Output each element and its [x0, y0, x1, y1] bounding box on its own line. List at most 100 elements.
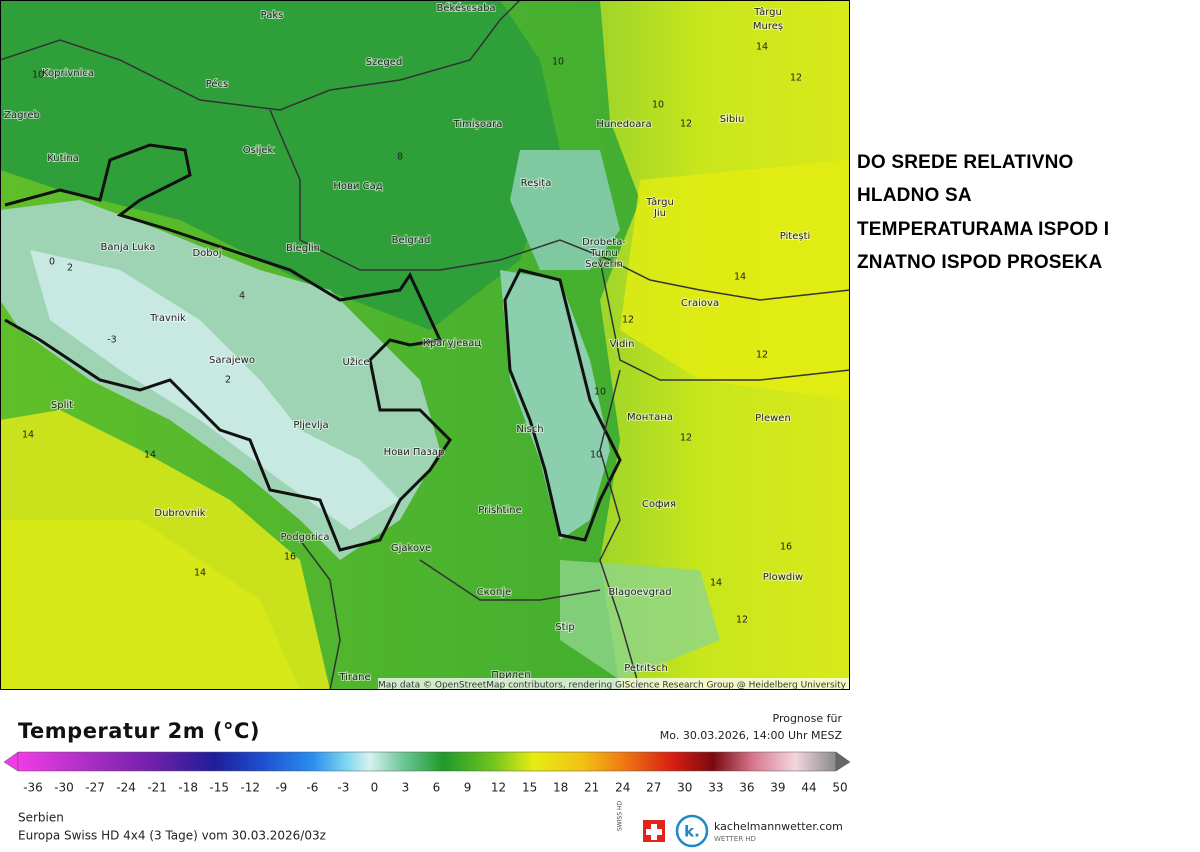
city-label: Užice	[343, 356, 370, 368]
kachelmann-url: kachelmannwetter.com	[714, 820, 843, 833]
city-label: Gjakove	[391, 543, 431, 554]
city-label: Blagoevgrad	[608, 587, 671, 598]
forecast-label: Prognose für	[773, 712, 843, 725]
mountain-region	[30, 250, 400, 530]
colorbar	[17, 751, 837, 772]
colorbar-tick-label: -3	[337, 781, 349, 795]
colorbar-tick-label: -24	[116, 781, 136, 795]
kachelmann-sub: WETTER HD	[714, 835, 756, 843]
headline-line: HLADNO SA	[857, 185, 972, 206]
city-label: Split	[51, 400, 73, 411]
country-border	[0, 0, 850, 690]
city-label: Монтана	[627, 412, 673, 423]
contour-label: 2	[225, 375, 231, 386]
city-label: Bieglin	[286, 243, 320, 254]
city-label: Târgu	[645, 196, 674, 208]
city-label: Koprivnica	[42, 68, 94, 79]
colorbar-tick-label: -36	[23, 781, 43, 795]
colorbar-tick-label: 21	[584, 781, 599, 795]
attribution: Map data © OpenStreetMap contributors, r…	[378, 681, 847, 691]
city-label: Нови Пазар	[384, 447, 445, 458]
city-label: Vidin	[610, 339, 635, 350]
colorbar-tick-label: 39	[770, 781, 785, 795]
city-label: Banja Luka	[101, 242, 156, 253]
city-label: Nisch	[516, 424, 543, 435]
colorbar-tick-label: 0	[371, 781, 379, 795]
contour-label: 0	[49, 257, 55, 268]
city-label: Sarajewo	[209, 355, 255, 366]
contour-label: 12	[736, 615, 748, 626]
contour-label: 14	[756, 42, 768, 53]
city-label: Petritsch	[624, 663, 668, 674]
headline-line: ZNATNO ISPOD PROSEKA	[857, 252, 1103, 273]
contour-label: 12	[756, 350, 768, 361]
contour-label: 10	[552, 57, 564, 68]
plain-region	[0, 0, 560, 330]
contour-label: 14	[144, 450, 156, 461]
colorbar-tick-label: -6	[306, 781, 318, 795]
city-label: Craiova	[681, 298, 719, 309]
contour-label: 16	[284, 552, 296, 563]
colorbar-tick-label: 33	[708, 781, 723, 795]
contour-label: 2	[67, 263, 73, 274]
city-label: Dubrovnik	[154, 508, 205, 519]
mountain-region	[500, 270, 610, 540]
colorbar-arrow	[835, 751, 850, 772]
swiss-hd-text: SWISS HD	[617, 800, 624, 831]
city-label: Hunedoara	[596, 119, 651, 130]
colorbar-tick-label: -15	[209, 781, 229, 795]
city-label: Belgrad	[392, 235, 431, 246]
city-label: Нови Сад	[333, 181, 382, 192]
colorbar-tick-label: 3	[402, 781, 410, 795]
city-label: Zagreb	[4, 110, 40, 121]
warm-region	[620, 160, 850, 400]
colorbar-tick-label: 9	[464, 781, 472, 795]
city-label: Скопје	[477, 586, 512, 598]
colorbar-tick-label: 30	[677, 781, 692, 795]
city-label: Doboj	[192, 248, 221, 259]
forecast-time: Mo. 30.03.2026, 14:00 Uhr MESZ	[660, 729, 843, 742]
city-label: София	[642, 499, 676, 510]
model-info: Europa Swiss HD 4x4 (3 Tage) vom 30.03.2…	[18, 829, 326, 843]
city-label: Pljevlja	[293, 420, 328, 431]
headline-line: TEMPERATURAMA ISPOD I	[857, 219, 1110, 240]
colorbar-tick-label: 50	[832, 781, 847, 795]
city-label: Prishtine	[478, 505, 521, 516]
colorbar-tick-label: 12	[491, 781, 506, 795]
city-label: Reșița	[521, 178, 552, 189]
colorbar-tick-label: 44	[801, 781, 816, 795]
colorbar-tick-label: -12	[240, 781, 260, 795]
city-label: Pitești	[780, 231, 811, 242]
city-label: Plowdiw	[763, 572, 803, 583]
city-label: Plewen	[755, 413, 791, 424]
map: Paks Békéscsaba Târgu Mureș Koprivnica Pécs Sz…	[0, 0, 850, 690]
city-label: Turnu	[589, 248, 618, 259]
city-label: Stip	[555, 622, 574, 633]
contour-label: 16	[780, 542, 792, 553]
mountain-region	[510, 150, 620, 270]
city-label: Крагујевац	[423, 337, 482, 349]
contour-label: 10	[590, 450, 602, 461]
contour-label: 10	[32, 70, 44, 81]
colorbar-tick-label: 36	[739, 781, 754, 795]
contour-label: 8	[397, 152, 403, 163]
colorbar-tick-label: -27	[85, 781, 105, 795]
sea-region	[0, 520, 300, 690]
contour-label: 10	[594, 387, 606, 398]
contour-label: 12	[680, 433, 692, 444]
colorbar-tick-label: 24	[615, 781, 630, 795]
contour-label: 14	[194, 568, 206, 579]
colorbar-tick-label: -30	[54, 781, 74, 795]
contour-label: 12	[622, 315, 634, 326]
city-label: Sibiu	[720, 114, 745, 125]
kachelmann-logo	[675, 814, 709, 848]
swiss-cross	[646, 824, 662, 840]
city-label: Travnik	[149, 313, 186, 324]
map-frame	[0, 0, 850, 690]
city-label: Pécs	[206, 78, 229, 90]
serbia-border	[4, 143, 622, 552]
kachelmann-logo-text: k.	[684, 823, 700, 841]
colorbar-tick-label: 18	[553, 781, 568, 795]
region: Serbien	[18, 811, 64, 825]
